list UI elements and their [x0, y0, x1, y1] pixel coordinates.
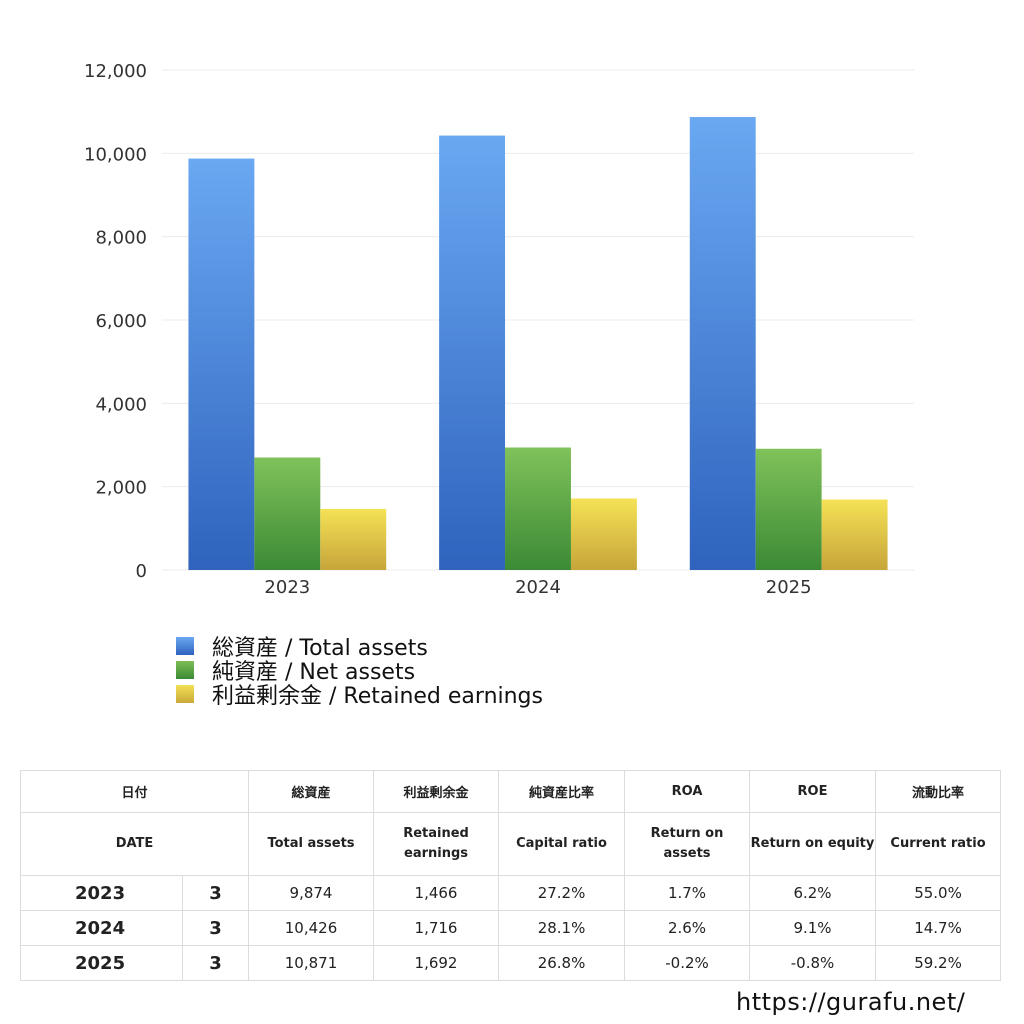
cell-capital-ratio: 28.1% — [498, 910, 626, 946]
header-current-ratio-en: Current ratio — [875, 812, 1002, 876]
header-retained-en: Retained earnings — [373, 812, 500, 876]
header-capital-ratio-ja: 純資産比率 — [498, 770, 626, 813]
cell-current-ratio: 14.7% — [875, 910, 1002, 946]
header-roe-ja: ROE — [749, 770, 877, 813]
header-date-en: DATE — [19, 812, 250, 876]
cell-roe: -0.8% — [749, 945, 877, 981]
table-row: 2023 3 9,874 1,466 27.2% 1.7% 6.2% 55.0% — [20, 875, 1002, 911]
header-retained-ja: 利益剰余金 — [373, 770, 500, 813]
cell-capital-ratio: 26.8% — [498, 945, 626, 981]
financial-table: 日付 総資産 利益剰余金 純資産比率 ROA ROE 流動比率 DATE Tot… — [19, 770, 1002, 981]
header-roa-en: Return on assets — [624, 812, 751, 876]
legend-item-retained-earnings: 利益剰余金 / Retained earnings — [176, 682, 543, 709]
header-current-ratio-ja: 流動比率 — [875, 770, 1002, 813]
header-total-assets-ja: 総資産 — [248, 770, 375, 813]
y-tick-label: 2,000 — [95, 478, 147, 499]
cell-roe: 6.2% — [749, 875, 877, 911]
y-tick-label: 4,000 — [95, 394, 147, 415]
bar-total-assets — [188, 158, 255, 571]
y-tick-label: 10,000 — [84, 144, 147, 165]
y-tick-label: 6,000 — [95, 311, 147, 332]
legend-label-total-assets: 総資産 / Total assets — [212, 636, 428, 661]
bar-net-assets — [254, 457, 321, 570]
header-capital-ratio-en: Capital ratio — [498, 812, 626, 876]
bar-chart: 0 2,000 4,000 6,000 8,000 10,000 12,000 2023 202… — [84, 61, 914, 598]
header-date-ja: 日付 — [19, 770, 250, 813]
cell-month: 3 — [181, 875, 250, 911]
x-tick-label: 2024 — [515, 577, 561, 598]
cell-retained: 1,692 — [373, 945, 500, 981]
y-tick-label: 12,000 — [84, 61, 147, 82]
site-url[interactable]: https://gurafu.net/ — [736, 988, 966, 1016]
bar-retained-earnings — [570, 498, 637, 570]
header-total-assets-en: Total assets — [248, 812, 375, 876]
y-tick-label: 8,000 — [95, 228, 147, 249]
cell-month: 3 — [181, 945, 250, 981]
cell-year: 2024 — [20, 910, 183, 946]
cell-year: 2025 — [20, 945, 183, 981]
legend-swatch-total-assets — [176, 637, 194, 655]
cell-month: 3 — [181, 910, 250, 946]
legend-label-retained-earnings: 利益剰余金 / Retained earnings — [212, 684, 543, 709]
table-header-ja: 日付 総資産 利益剰余金 純資産比率 ROA ROE 流動比率 — [19, 770, 1002, 813]
bar-retained-earnings — [821, 499, 888, 570]
table-row: 2025 3 10,871 1,692 26.8% -0.2% -0.8% 59… — [20, 945, 1002, 981]
legend-item-net-assets: 純資産 / Net assets — [176, 658, 543, 685]
table-header-en: DATE Total assets Retained earnings Capi… — [19, 812, 1002, 876]
legend-item-total-assets: 総資産 / Total assets — [176, 634, 543, 661]
cell-roa: 2.6% — [624, 910, 751, 946]
cell-year: 2023 — [20, 875, 183, 911]
y-tick-label: 0 — [136, 561, 147, 582]
bar-total-assets — [439, 135, 506, 571]
header-roa-ja: ROA — [624, 770, 751, 813]
cell-roa: -0.2% — [624, 945, 751, 981]
cell-total-assets: 10,871 — [248, 945, 375, 981]
cell-total-assets: 9,874 — [248, 875, 375, 911]
cell-retained: 1,716 — [373, 910, 500, 946]
bar-total-assets — [689, 117, 756, 571]
cell-roe: 9.1% — [749, 910, 877, 946]
bar-net-assets — [505, 447, 571, 570]
cell-current-ratio: 55.0% — [875, 875, 1002, 911]
legend-swatch-retained-earnings — [176, 685, 194, 703]
cell-current-ratio: 59.2% — [875, 945, 1002, 981]
bar-retained-earnings — [320, 508, 387, 570]
x-tick-label: 2023 — [264, 577, 310, 598]
x-tick-label: 2025 — [766, 577, 812, 598]
legend-label-net-assets: 純資産 / Net assets — [212, 660, 416, 685]
bar-net-assets — [755, 448, 822, 570]
cell-capital-ratio: 27.2% — [498, 875, 626, 911]
table-row: 2024 3 10,426 1,716 28.1% 2.6% 9.1% 14.7… — [20, 910, 1002, 946]
legend-swatch-net-assets — [176, 661, 194, 679]
cell-roa: 1.7% — [624, 875, 751, 911]
header-roe-en: Return on equity — [749, 812, 877, 876]
cell-total-assets: 10,426 — [248, 910, 375, 946]
cell-retained: 1,466 — [373, 875, 500, 911]
chart-legend: 総資産 / Total assets 純資産 / Net assets 利益剰余… — [176, 634, 543, 709]
